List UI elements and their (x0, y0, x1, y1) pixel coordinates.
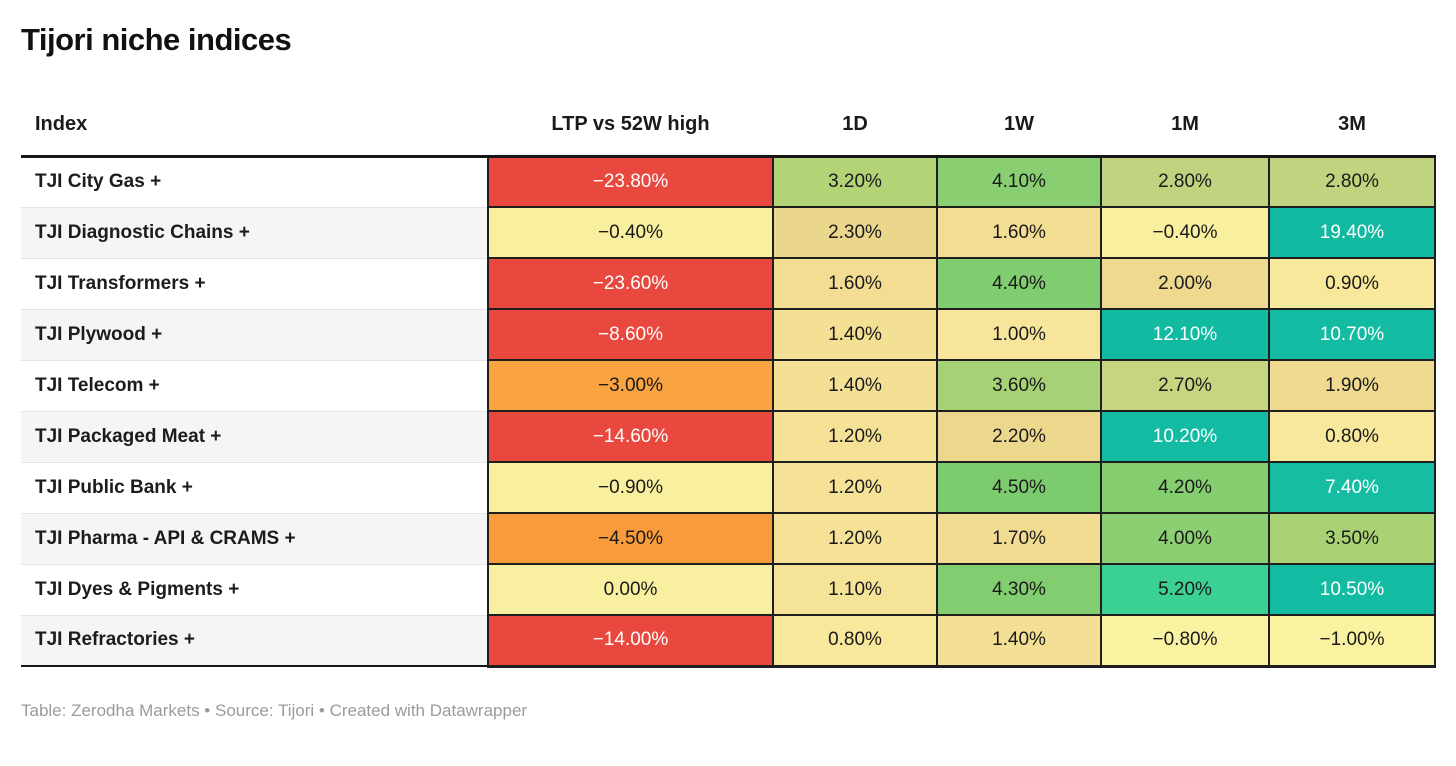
table-row: TJI Public Bank + −0.90% 1.20% 4.50% 4.20% 7.… (21, 461, 1436, 514)
value-cell-1m: 4.00% (1100, 512, 1270, 565)
value-cell-3m: 0.80% (1268, 410, 1436, 463)
value-cell-ltp-vs-52w-high: −0.90% (487, 461, 774, 514)
value-cell-1d: 2.30% (772, 206, 938, 259)
value-cell-1d: 1.60% (772, 257, 938, 310)
value-cell-1w: 1.40% (936, 614, 1102, 668)
table-row: TJI Packaged Meat + −14.60% 1.20% 2.20% 10.2… (21, 410, 1436, 463)
value-cell-1m: 12.10% (1100, 308, 1270, 361)
value-cell-1w: 2.20% (936, 410, 1102, 463)
value-cell-1w: 4.50% (936, 461, 1102, 514)
table-row: TJI Diagnostic Chains + −0.40% 2.30% 1.60% −… (21, 206, 1436, 259)
value-cell-1m: −0.40% (1100, 206, 1270, 259)
value-cell-ltp-vs-52w-high: −8.60% (487, 308, 774, 361)
attribution-footer: Table: Zerodha Markets • Source: Tijori … (21, 700, 528, 720)
value-cell-3m: 19.40% (1268, 206, 1436, 259)
table-row: TJI Transformers + −23.60% 1.60% 4.40% 2.00%… (21, 257, 1436, 310)
value-cell-ltp-vs-52w-high: −3.00% (487, 359, 774, 412)
table-header: Index LTP vs 52W high 1D 1W 1M 3M (21, 100, 1435, 158)
value-cell-1m: 2.80% (1100, 155, 1270, 208)
value-cell-1d: 3.20% (772, 155, 938, 208)
index-name-cell[interactable]: TJI Transformers + (21, 258, 488, 310)
value-cell-1m: 5.20% (1100, 563, 1270, 616)
chart-container: Tijori niche indices Index LTP vs 52W hi… (21, 22, 1436, 720)
column-header-1d: 1D (773, 100, 937, 158)
value-cell-ltp-vs-52w-high: −23.80% (487, 155, 774, 208)
value-cell-1d: 1.20% (772, 512, 938, 565)
value-cell-ltp-vs-52w-high: −14.00% (487, 614, 774, 668)
value-cell-3m: 2.80% (1268, 155, 1436, 208)
index-name-cell[interactable]: TJI Dyes & Pigments + (21, 564, 488, 616)
header-row: Index LTP vs 52W high 1D 1W 1M 3M (21, 100, 1435, 158)
table-row: TJI City Gas + −23.80% 3.20% 4.10% 2.80% 2.80… (21, 155, 1436, 208)
value-cell-1d: 1.20% (772, 461, 938, 514)
value-cell-1d: 1.20% (772, 410, 938, 463)
value-cell-1m: 2.70% (1100, 359, 1270, 412)
value-cell-3m: −1.00% (1268, 614, 1436, 668)
table-row: TJI Dyes & Pigments +0.00% 1.10% 4.30% 5.20… (21, 563, 1436, 616)
index-name-cell[interactable]: TJI Telecom + (21, 360, 488, 412)
value-cell-1w: 1.00% (936, 308, 1102, 361)
value-cell-ltp-vs-52w-high: −4.50% (487, 512, 774, 565)
column-header-ltp-vs-52w-high: LTP vs 52W high (488, 100, 773, 158)
value-cell-3m: 10.70% (1268, 308, 1436, 361)
index-name-cell[interactable]: TJI Pharma - API & CRAMS + (21, 513, 488, 565)
value-cell-1d: 1.10% (772, 563, 938, 616)
value-cell-1w: 1.70% (936, 512, 1102, 565)
value-cell-ltp-vs-52w-high: −14.60% (487, 410, 774, 463)
table-body: TJI City Gas + −23.80% 3.20% 4.10% 2.80% 2.80… (21, 155, 1436, 668)
index-name-cell[interactable]: TJI Diagnostic Chains + (21, 207, 488, 259)
value-cell-3m: 7.40% (1268, 461, 1436, 514)
column-header-index: Index (21, 100, 488, 158)
index-name-cell[interactable]: TJI Packaged Meat + (21, 411, 488, 463)
value-cell-1w: 1.60% (936, 206, 1102, 259)
value-cell-ltp-vs-52w-high: 0.00% (487, 563, 774, 616)
value-cell-1d: 1.40% (772, 359, 938, 412)
page-title: Tijori niche indices (21, 22, 292, 57)
value-cell-1w: 4.40% (936, 257, 1102, 310)
table-row: TJI Refractories + −14.00% 0.80% 1.40% −0.80… (21, 614, 1436, 668)
value-cell-1m: −0.80% (1100, 614, 1270, 668)
value-cell-1m: 4.20% (1100, 461, 1270, 514)
value-cell-ltp-vs-52w-high: −0.40% (487, 206, 774, 259)
column-header-1w: 1W (937, 100, 1101, 158)
column-header-1m: 1M (1101, 100, 1269, 158)
value-cell-1w: 3.60% (936, 359, 1102, 412)
value-cell-3m: 3.50% (1268, 512, 1436, 565)
index-name-cell[interactable]: TJI Plywood + (21, 309, 488, 361)
column-header-3m: 3M (1269, 100, 1435, 158)
value-cell-1m: 10.20% (1100, 410, 1270, 463)
index-name-cell[interactable]: TJI Refractories + (21, 615, 488, 667)
table-row: TJI Telecom + −3.00% 1.40% 3.60% 2.70% 1.90% (21, 359, 1436, 412)
value-cell-1m: 2.00% (1100, 257, 1270, 310)
table-row: TJI Pharma - API & CRAMS + −4.50% 1.20% 1.7… (21, 512, 1436, 565)
index-name-cell[interactable]: TJI Public Bank + (21, 462, 488, 514)
value-cell-1d: 1.40% (772, 308, 938, 361)
table-row: TJI Plywood + −8.60% 1.40% 1.00% 12.10% 10.70… (21, 308, 1436, 361)
index-name-cell[interactable]: TJI City Gas + (21, 156, 488, 208)
value-cell-ltp-vs-52w-high: −23.60% (487, 257, 774, 310)
indices-table: Index LTP vs 52W high 1D 1W 1M 3M TJI Ci… (21, 100, 1436, 668)
value-cell-1w: 4.10% (936, 155, 1102, 208)
value-cell-1w: 4.30% (936, 563, 1102, 616)
value-cell-1d: 0.80% (772, 614, 938, 668)
value-cell-3m: 0.90% (1268, 257, 1436, 310)
value-cell-3m: 10.50% (1268, 563, 1436, 616)
value-cell-3m: 1.90% (1268, 359, 1436, 412)
